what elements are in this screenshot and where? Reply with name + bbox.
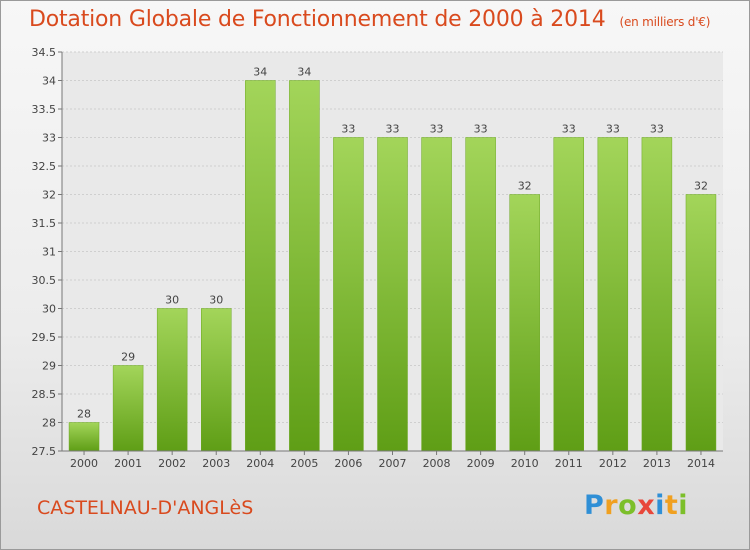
- y-tick-label: 30.5: [32, 274, 57, 287]
- bar: [465, 137, 496, 452]
- bar: [421, 137, 452, 452]
- x-tick-label: 2011: [555, 457, 583, 470]
- unit-label: (en milliers d'€): [619, 15, 711, 29]
- logo-letter: i: [655, 490, 665, 521]
- y-tick-label: 29.5: [32, 331, 57, 344]
- bar: [597, 137, 629, 452]
- data-label: 30: [209, 294, 223, 307]
- data-label: 33: [606, 123, 620, 136]
- data-label: 34: [297, 66, 311, 79]
- logo-letter: i: [678, 490, 689, 521]
- x-tick-label: 2006: [334, 457, 362, 470]
- data-label: 29: [121, 351, 135, 364]
- x-tick-labels: 2000 2001 2002 2003 2004 2005 2006 2007 2008 2009…: [70, 451, 715, 470]
- grid-lines: [58, 51, 723, 452]
- x-tick-label: 2005: [290, 457, 318, 470]
- y-tick-label: 32: [42, 189, 56, 202]
- bar: [641, 137, 673, 452]
- x-tick-label: 2003: [202, 457, 230, 470]
- x-tick-label: 2009: [467, 457, 495, 470]
- logo-letter: x: [637, 490, 656, 521]
- bar: [377, 137, 408, 452]
- y-tick-label: 31: [42, 246, 56, 259]
- x-tick-label: 2002: [158, 457, 186, 470]
- bar: [685, 194, 717, 452]
- y-tick-label: 33.5: [32, 103, 57, 116]
- data-label: 28: [77, 408, 91, 421]
- y-tick-label: 32.5: [32, 160, 57, 173]
- data-label: 33: [650, 123, 664, 136]
- y-tick-labels: 27.5 28 28.5 29 29.5 30 30.5 31 31.5 32 32.5 33 33.5…: [32, 46, 57, 458]
- x-tick-label: 2012: [599, 457, 627, 470]
- bar: [112, 365, 144, 452]
- y-tick-label: 33: [42, 132, 56, 145]
- y-tick-label: 31.5: [32, 217, 57, 230]
- commune-name: CASTELNAU-D'ANGLèS: [37, 497, 254, 519]
- data-label: 33: [430, 123, 444, 136]
- logo-letter: o: [618, 490, 638, 521]
- proxiti-logo: Proxiti: [584, 490, 688, 521]
- bar: [509, 194, 540, 452]
- bar: [289, 80, 320, 452]
- bar: [156, 308, 188, 452]
- x-tick-label: 2000: [70, 457, 98, 470]
- x-tick-label: 2010: [511, 457, 539, 470]
- bar: [245, 80, 276, 452]
- data-label: 33: [474, 123, 488, 136]
- x-tick-label: 2008: [423, 457, 451, 470]
- y-tick-label: 30: [42, 303, 56, 316]
- x-tick-label: 2013: [643, 457, 671, 470]
- data-label: 33: [341, 123, 355, 136]
- logo-letter: t: [664, 490, 679, 521]
- data-label: 32: [694, 180, 708, 193]
- y-tick-label: 34: [42, 75, 56, 88]
- y-tick-label: 28: [42, 417, 56, 430]
- bar: [333, 137, 364, 452]
- title-text: Dotation Globale de Fonctionnement de 20…: [29, 7, 606, 32]
- data-label: 30: [165, 294, 179, 307]
- x-tick-label: 2014: [687, 457, 715, 470]
- data-label: 33: [386, 123, 400, 136]
- bars-group: [68, 80, 717, 452]
- data-labels: 28 29 30 30 34 34 33 33 33 33 32 33 33 33 32: [77, 66, 708, 421]
- y-tick-label: 29: [42, 360, 56, 373]
- data-label: 33: [562, 123, 576, 136]
- x-tick-label: 2007: [379, 457, 407, 470]
- bar: [553, 137, 584, 452]
- bar: [68, 422, 100, 452]
- x-tick-label: 2001: [114, 457, 142, 470]
- data-label: 34: [253, 66, 267, 79]
- logo-letter: r: [604, 490, 619, 521]
- data-label: 32: [518, 180, 532, 193]
- y-tick-label: 27.5: [32, 445, 57, 458]
- x-tick-label: 2004: [246, 457, 274, 470]
- logo-letter: P: [584, 490, 605, 521]
- y-tick-label: 28.5: [32, 388, 57, 401]
- chart-title: Dotation Globale de Fonctionnement de 20…: [29, 7, 710, 32]
- y-tick-label: 34.5: [32, 46, 57, 59]
- bar: [201, 308, 232, 452]
